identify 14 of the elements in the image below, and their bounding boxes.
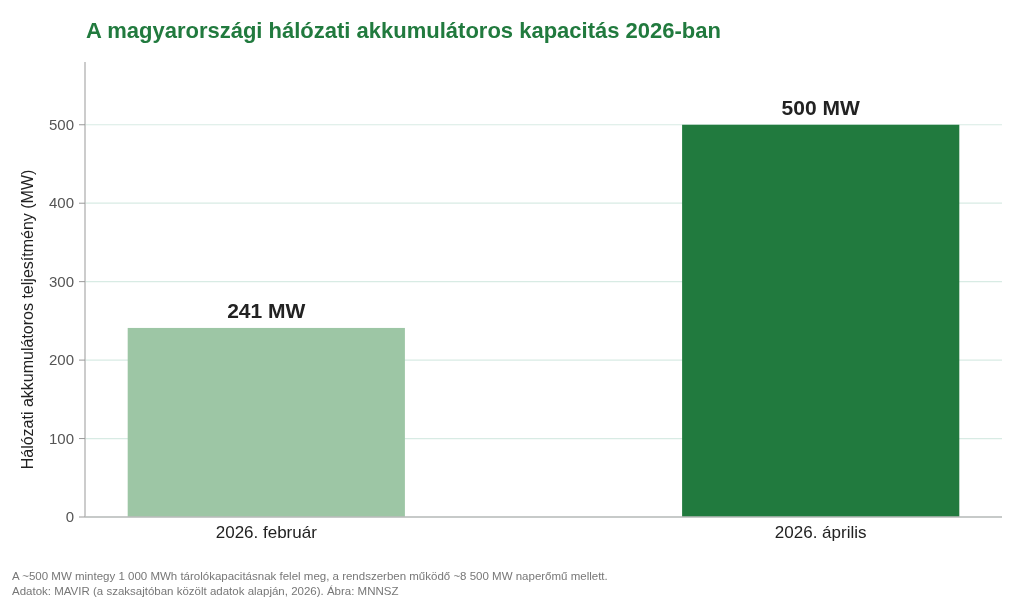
y-tick-label: 0 [65,508,74,526]
y-axis-title: Hálózati akkumulátoros teljesítmény (MW) [19,169,36,470]
y-tick-label: 400 [48,194,74,212]
y-tick-label: 300 [48,272,74,290]
x-tick-label: 2026. február [215,523,318,542]
x-tick-label: 2026. április [774,523,867,542]
y-tick-label: 100 [48,429,74,447]
text: A ~500 MW mintegy 1 000 MWh tárolókapacitásnak felel meg, a rendszerben működő ~8 500 MW naperőmű mellett. [12,570,608,582]
y-tick-label: 200 [48,351,74,369]
data-label: 241 MW [227,298,306,322]
y-tick-label: 500 [48,116,74,134]
data-label: 500 MW [781,95,860,119]
chart-title: A magyarországi hálózati akkumulátoros kapacitás 2026-ban [86,18,721,43]
text: Adatok: MAVIR (a szaksajtóban közölt adatok alapján, 2026). Ábra: MNNSZ [12,585,399,597]
